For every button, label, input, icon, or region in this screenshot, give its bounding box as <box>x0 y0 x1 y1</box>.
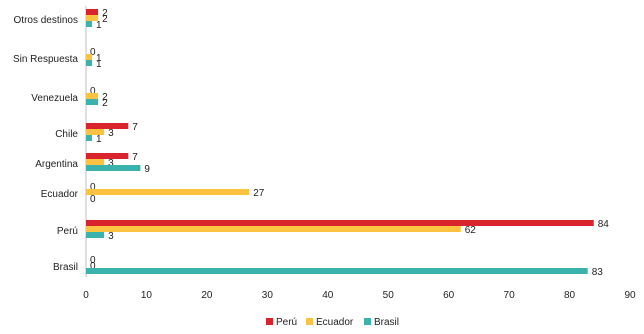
bar-ecuador-otros-destinos <box>86 15 99 21</box>
bar-brasil-sin-respuesta <box>86 60 93 66</box>
x-tick-label: 90 <box>624 290 636 301</box>
legend-label-brasil: Brasil <box>374 317 399 328</box>
data-label-brasil-sin-respuesta: 1 <box>96 59 102 70</box>
data-label-brasil-brasil: 83 <box>592 267 604 278</box>
bar-ecuador-venezuela <box>86 93 99 99</box>
data-label-brasil-peru: 3 <box>108 231 114 242</box>
data-label-peru-brasil: 0 <box>90 255 96 266</box>
data-label-peru-peru: 84 <box>598 219 610 230</box>
legend-swatch-brasil <box>364 318 371 325</box>
category-label-otros-destinos: Otros destinos <box>14 15 78 26</box>
data-label-peru-chile: 7 <box>132 122 138 133</box>
data-label-ecuador-ecuador: 27 <box>253 188 265 199</box>
data-label-peru-ecuador: 0 <box>90 182 96 193</box>
x-tick-label: 10 <box>141 290 153 301</box>
x-tick-label: 20 <box>201 290 213 301</box>
legend-label-ecuador: Ecuador <box>316 317 354 328</box>
bar-peru-argentina <box>86 153 129 159</box>
bar-ecuador-peru <box>86 226 461 232</box>
bar-brasil-argentina <box>86 165 141 171</box>
category-label-venezuela: Venezuela <box>31 93 78 104</box>
data-label-brasil-venezuela: 2 <box>102 98 108 109</box>
bar-brasil-chile <box>86 135 93 141</box>
data-label-brasil-chile: 1 <box>96 134 102 145</box>
legend: Perú Ecuador Brasil <box>266 317 399 328</box>
category-label-peru: Perú <box>57 226 78 237</box>
data-label-brasil-argentina: 9 <box>144 164 150 175</box>
data-label-ecuador-otros-destinos: 2 <box>102 14 108 25</box>
category-label-brasil: Brasil <box>53 262 78 273</box>
bar-ecuador-sin-respuesta <box>86 54 93 60</box>
bar-peru-otros-destinos <box>86 9 99 15</box>
x-tick-label: 70 <box>504 290 516 301</box>
data-label-ecuador-peru: 62 <box>465 225 477 236</box>
data-label-brasil-otros-destinos: 1 <box>96 20 102 31</box>
bar-ecuador-ecuador <box>86 189 250 195</box>
data-label-peru-otros-destinos: 2 <box>102 8 108 19</box>
bar-ecuador-chile <box>86 129 105 135</box>
x-tick-label: 80 <box>564 290 576 301</box>
x-tick-label: 0 <box>83 290 89 301</box>
data-label-peru-venezuela: 0 <box>90 86 96 97</box>
data-label-ecuador-venezuela: 2 <box>102 92 108 103</box>
data-label-peru-sin-respuesta: 0 <box>90 47 96 58</box>
category-label-sin-respuesta: Sin Respuesta <box>13 54 78 65</box>
legend-label-peru: Perú <box>276 317 297 328</box>
category-label-chile: Chile <box>55 129 78 140</box>
bar-brasil-venezuela <box>86 99 99 105</box>
data-label-ecuador-brasil: 0 <box>90 261 96 272</box>
data-label-ecuador-sin-respuesta: 1 <box>96 53 102 64</box>
bar-peru-peru <box>86 220 594 226</box>
x-tick-label: 40 <box>322 290 334 301</box>
data-label-brasil-ecuador: 0 <box>90 194 96 205</box>
bar-ecuador-argentina <box>86 159 105 165</box>
legend-swatch-ecuador <box>306 318 313 325</box>
legend-swatch-peru <box>266 318 273 325</box>
x-tick-label: 30 <box>262 290 274 301</box>
category-label-argentina: Argentina <box>35 159 78 170</box>
data-label-ecuador-chile: 3 <box>108 128 114 139</box>
bar-brasil-otros-destinos <box>86 21 93 27</box>
bar-brasil-brasil <box>86 268 588 274</box>
x-tick-label: 50 <box>383 290 395 301</box>
x-tick-label: 60 <box>443 290 455 301</box>
bar-peru-chile <box>86 123 129 129</box>
category-label-ecuador: Ecuador <box>41 189 79 200</box>
bar-brasil-peru <box>86 232 105 238</box>
data-label-ecuador-argentina: 3 <box>108 158 114 169</box>
data-label-peru-argentina: 7 <box>132 152 138 163</box>
